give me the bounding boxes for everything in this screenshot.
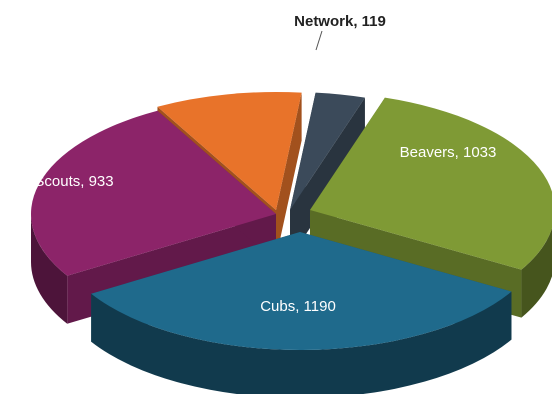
slice-label-cubs: Cubs, 1190 xyxy=(260,298,336,315)
slice-tops xyxy=(31,92,552,350)
slice-label-beavers: Beavers, 1033 xyxy=(400,144,497,161)
slice-wall-explorers-1 xyxy=(276,92,302,258)
slice-side-cubs-0 xyxy=(91,291,512,394)
slice-label-explorers: Explorers, 352 xyxy=(164,66,261,83)
slice-scouts xyxy=(31,110,277,276)
slice-cubs xyxy=(91,232,512,350)
slice-side-beavers-0 xyxy=(521,228,552,318)
network-leader-line xyxy=(315,30,323,51)
slice-network xyxy=(290,92,365,210)
slice-explorers xyxy=(157,92,302,210)
slice-beavers xyxy=(310,97,552,270)
slice-side-scouts-0 xyxy=(31,214,68,324)
slice-wall-network-1 xyxy=(290,97,365,259)
slice-labels: Network, 119 Beavers, 1033 Cubs, 1190 Scout… xyxy=(34,13,496,315)
slice-label-scouts: Scouts, 933 xyxy=(34,173,113,190)
slice-label-network: Network, 119 xyxy=(294,13,386,30)
